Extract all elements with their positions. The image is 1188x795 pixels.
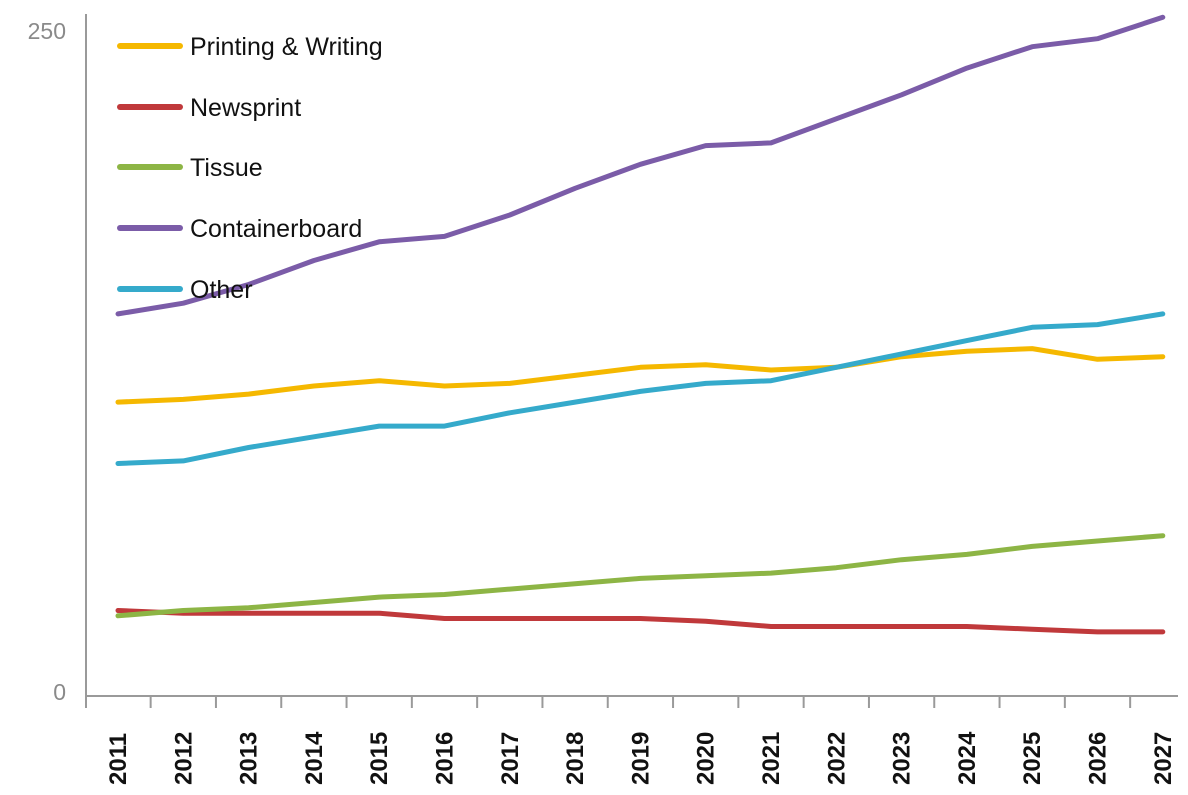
x-tick-label: 2017 — [497, 732, 524, 785]
series-line-newsprint — [115, 608, 1166, 635]
x-tick-label: 2011 — [105, 733, 132, 785]
y-tick-label-bottom: 0 — [53, 679, 66, 705]
legend-label-newsprint: Newsprint — [190, 94, 301, 122]
series-line-tissue — [115, 533, 1166, 619]
legend-label-other: Other — [190, 276, 253, 304]
x-tick-label: 2012 — [170, 732, 197, 785]
series-line-other — [115, 311, 1166, 466]
x-tick-label: 2019 — [627, 732, 654, 785]
series-lines — [115, 14, 1166, 635]
x-tick-label: 2026 — [1085, 732, 1112, 785]
x-tick-label: 2023 — [889, 732, 916, 785]
x-tick-label: 2013 — [236, 732, 263, 785]
legend-label-tissue: Tissue — [190, 154, 263, 182]
legend-label-containerboard: Containerboard — [190, 215, 362, 243]
x-tick-label: 2021 — [758, 732, 785, 785]
x-tick-label: 2016 — [432, 732, 459, 785]
x-axis-ticks: 2011 2012 2013 2014 2015 2016 2017 2018 2019 2020… — [85, 696, 1177, 785]
x-tick-label: 2020 — [693, 732, 720, 785]
x-tick-label: 2024 — [954, 731, 981, 785]
legend: Printing & Writing Newsprint Tissue Contain… — [117, 33, 383, 304]
x-tick-label: 2025 — [1019, 732, 1046, 785]
series-line-printing-writing — [115, 346, 1166, 405]
series-line-containerboard — [115, 14, 1166, 317]
x-tick-label: 2015 — [366, 732, 393, 785]
x-tick-label: 2014 — [301, 731, 328, 785]
legend-label-printing-writing: Printing & Writing — [190, 33, 383, 61]
x-tick-label: 2018 — [562, 732, 589, 785]
x-tick-label: 2022 — [823, 732, 850, 785]
y-tick-label-top: 250 — [28, 18, 66, 44]
x-tick-label: 2027 — [1150, 732, 1177, 785]
